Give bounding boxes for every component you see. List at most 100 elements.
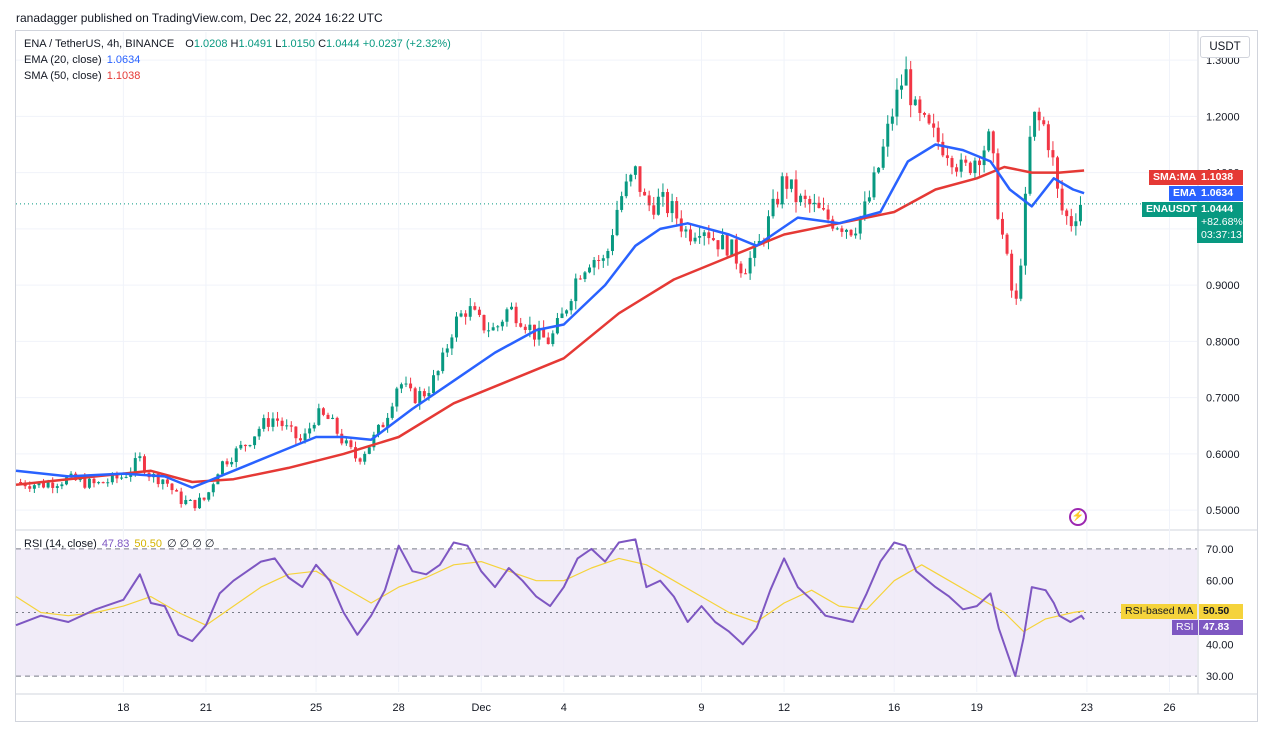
candle-body [766,216,770,242]
candle-body [812,202,816,205]
price-tick-label: 0.9000 [1206,280,1240,292]
price-tag-change: +82.68% [1201,216,1243,228]
rsi-ma-tag-value: 50.50 [1199,604,1243,619]
candle-body [932,123,936,128]
time-tick-label: Dec [471,702,491,714]
candle-body [776,198,780,205]
candle-body [863,201,867,217]
currency-selector[interactable]: USDT [1200,36,1250,58]
candle-body [138,456,142,459]
candle-body [519,323,523,327]
candle-body [964,159,968,163]
candle-body [418,391,422,404]
candle-body [698,235,702,238]
price-tick-label: 0.6000 [1206,449,1240,461]
candle-body [542,327,546,338]
candle-body [317,408,321,425]
rsi-line [15,538,1085,678]
candle-body [1010,253,1014,291]
candle-body [840,228,844,232]
candle-body [927,114,931,124]
candle-body [858,216,862,234]
candle-body [826,209,830,220]
legend-h-label: H [230,38,239,50]
candle-body [280,420,284,427]
rsi-tag-label: RSI [1172,620,1198,635]
main-legend: ENA / TetherUS, 4h, BINANCE O1.0208 H1.0… [24,38,451,50]
candle-body [326,414,330,419]
candle-body [230,461,234,465]
candle-body [436,371,440,376]
candle-body [510,306,514,310]
candle-body [55,486,59,488]
time-tick-label: 21 [200,702,212,714]
candle-body [1028,136,1032,194]
candle-body [1037,111,1041,121]
candle-body [473,306,477,310]
candle-body [1074,221,1078,227]
candle-body [578,278,582,280]
candle-body [459,313,463,317]
candle-body [289,425,293,427]
candle-body [1042,120,1046,125]
price-tag-symbol: ENAUSDT [1142,202,1201,217]
candle-body [721,235,725,250]
candle-body [211,484,215,493]
candle-body [537,327,541,340]
candle-body [941,141,945,156]
candle-body [358,458,362,462]
sma-tag-label: SMA:MA [1149,170,1201,185]
candle-body [739,263,743,274]
candle-body [46,482,50,488]
candle-body [381,424,385,428]
candle-body [298,438,302,441]
tradingview-logo-icon[interactable]: ⚡ [1069,508,1087,526]
candle-body [716,240,720,250]
rsi-tick-label: 70.00 [1206,544,1234,556]
candle-body [725,235,729,256]
time-tick-label: 19 [971,702,983,714]
legend-c-label: C [318,38,327,50]
candle-body [202,497,206,500]
candle-body [684,229,688,232]
candle-body [890,116,894,124]
candle-body [922,112,926,115]
chart-frame [15,30,1258,722]
price-tick-label: 0.8000 [1206,336,1240,348]
candle-body [110,474,114,483]
candle-body [413,388,417,404]
candle-body [500,321,504,327]
candle-body [881,146,885,168]
rsi-legend-ma: 50.50 [134,538,162,550]
candle-body [354,447,358,459]
time-tick-label: 28 [393,702,405,714]
candle-body [225,461,229,465]
candle-body [106,482,110,484]
candle-body [37,482,41,486]
candle-body [959,159,963,172]
candle-body [97,482,101,484]
sma-tag-value: 1.1038 [1197,170,1243,185]
ema-legend-label: EMA (20, close) [24,54,102,66]
candle-body [955,167,959,172]
candle-body [968,162,972,174]
candle-body [262,418,266,429]
candle-body [629,174,633,182]
candle-body [913,99,917,106]
candle-body [794,179,798,203]
candle-body [918,99,922,113]
candle-body [491,327,495,331]
ema-line [15,143,1085,489]
candle-body [92,478,96,484]
rsi-ma-tag-label: RSI-based MA [1121,604,1198,619]
candle-body [1078,204,1082,222]
candle-body [19,482,23,483]
candle-body [753,243,757,258]
candle-body [973,160,977,174]
time-tick-label: 25 [310,702,322,714]
candle-body [363,453,367,462]
rsi-band-group [16,548,1197,677]
candles-group [19,56,1082,511]
candle-body [854,233,858,236]
